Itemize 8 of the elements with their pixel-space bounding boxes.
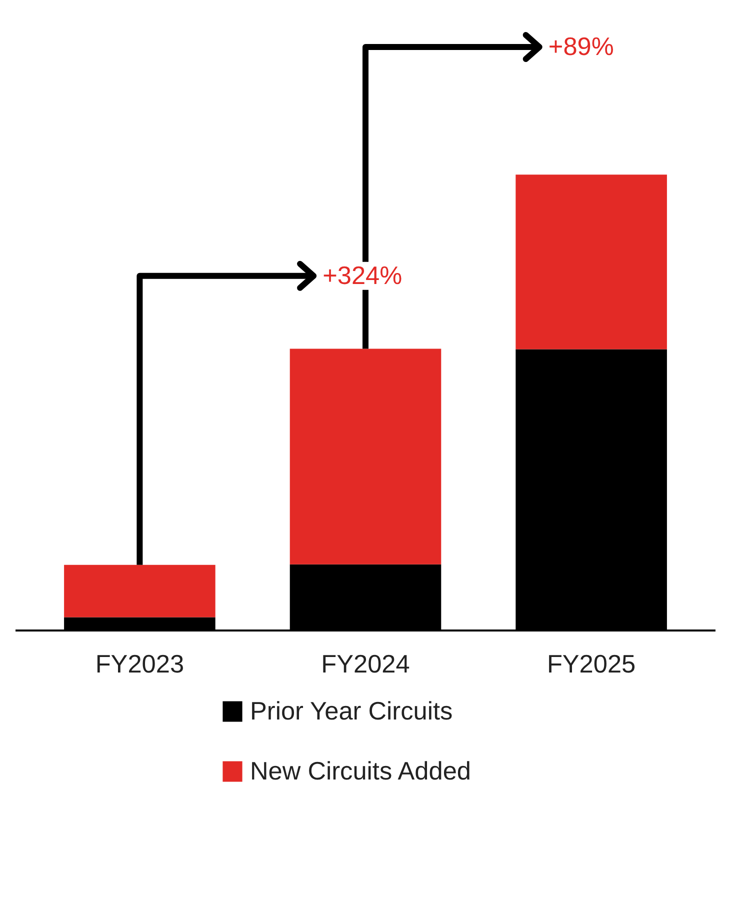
x-tick-label: FY2025 [546, 650, 636, 678]
legend-label: New Circuits Added [250, 758, 472, 786]
bar [64, 564, 216, 618]
annotation: +324% [322, 262, 402, 290]
legend-label: Prior Year Circuits [250, 698, 453, 726]
x-tick-label: FY2024 [321, 650, 410, 678]
text: +89% [548, 32, 614, 61]
x-tick-label: FY2023 [95, 650, 184, 678]
